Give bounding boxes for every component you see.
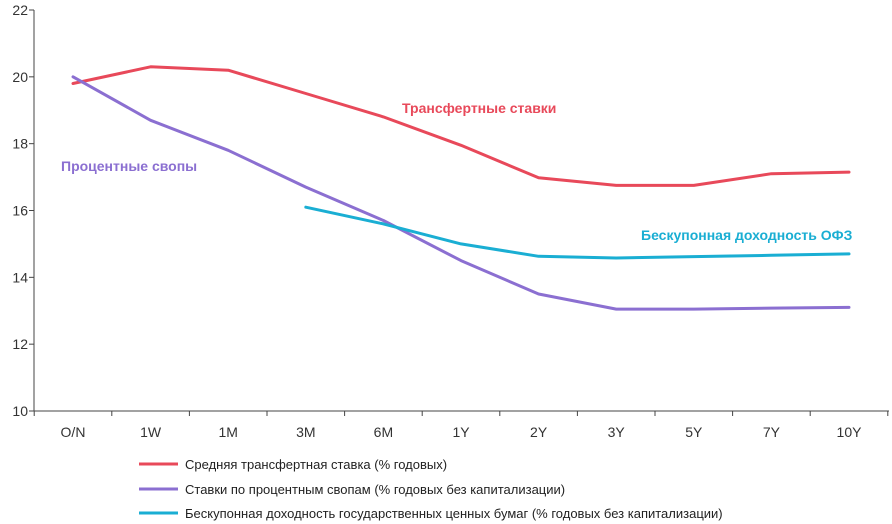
y-tick-label: 20 bbox=[12, 69, 28, 85]
x-tick-label: 3Y bbox=[608, 424, 626, 440]
legend-label-transfer: Средняя трансфертная ставка (% годовых) bbox=[185, 457, 447, 472]
y-tick-label: 22 bbox=[12, 2, 28, 18]
legend-item-swaps: Ставки по процентным свопам (% годовых б… bbox=[139, 482, 565, 497]
x-tick-label: 2Y bbox=[530, 424, 548, 440]
y-axis: 10 12 14 16 18 20 22 bbox=[12, 2, 35, 419]
y-tick-label: 18 bbox=[12, 136, 28, 152]
x-tick-label: 1M bbox=[218, 424, 237, 440]
series-line-swaps bbox=[71, 75, 851, 311]
annotation-interest-swaps: Процентные свопы bbox=[61, 158, 197, 174]
x-tick-label: 3M bbox=[296, 424, 315, 440]
legend-item-transfer: Средняя трансфертная ставка (% годовых) bbox=[139, 457, 447, 472]
x-axis: O/N 1W 1M 3M 6M 1Y 2Y 3Y 5Y 7Y 10Y bbox=[33, 410, 889, 440]
x-tick-label: 6M bbox=[374, 424, 393, 440]
y-tick-label: 16 bbox=[12, 203, 28, 219]
annotation-ofz-yield: Бескупонная доходность ОФЗ bbox=[641, 227, 853, 243]
legend-label-swaps: Ставки по процентным свопам (% годовых б… bbox=[185, 482, 565, 497]
y-tick-label: 12 bbox=[12, 336, 28, 352]
series-lines bbox=[71, 65, 851, 311]
series-line-transfer bbox=[71, 65, 851, 187]
legend-item-ofz: Бескупонная доходность государственных ц… bbox=[139, 506, 723, 521]
legend: Средняя трансфертная ставка (% годовых) … bbox=[139, 457, 723, 521]
series-line-ofz bbox=[304, 205, 851, 260]
y-tick-label: 14 bbox=[12, 269, 28, 285]
x-tick-label: O/N bbox=[61, 424, 86, 440]
x-tick-label: 5Y bbox=[685, 424, 703, 440]
x-tick-label: 7Y bbox=[763, 424, 781, 440]
legend-label-ofz: Бескупонная доходность государственных ц… bbox=[185, 506, 723, 521]
y-tick-label: 10 bbox=[12, 403, 28, 419]
x-tick-label: 1W bbox=[140, 424, 162, 440]
x-tick-label: 1Y bbox=[452, 424, 470, 440]
annotation-transfer-rates: Трансфертные ставки bbox=[402, 100, 556, 116]
x-tick-label: 10Y bbox=[837, 424, 863, 440]
